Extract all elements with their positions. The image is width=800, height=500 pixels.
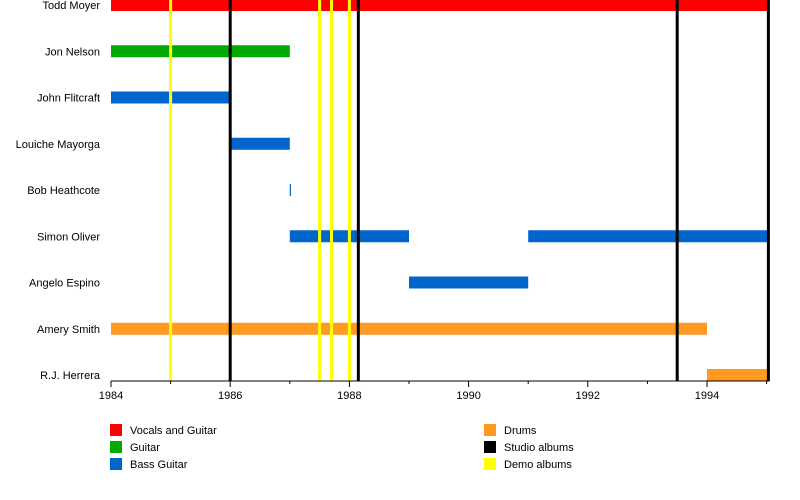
studio-album-line [766, 0, 770, 381]
demo-album-line [347, 0, 351, 381]
demo-album-line [318, 0, 322, 381]
studio-album-line [675, 0, 679, 381]
demo-album-line [330, 0, 334, 381]
member-bar [111, 322, 707, 335]
legend-swatch-studio [484, 441, 496, 453]
studio-album-line [356, 0, 360, 381]
legend-label-guitar: Guitar [130, 442, 160, 454]
member-label: Bob Heathcote [27, 185, 100, 197]
member-label: Jon Nelson [45, 46, 100, 58]
member-label: Louiche Mayorga [16, 139, 101, 151]
member-bar [528, 230, 770, 243]
x-tick-label: 1984 [99, 390, 123, 402]
demo-album-line [169, 0, 173, 381]
member-bar [289, 184, 291, 196]
legend-swatch-bass [110, 458, 122, 470]
legend-label-bass: Bass Guitar [130, 459, 188, 471]
x-tick-label: 1992 [576, 390, 600, 402]
legend-swatch-vocals_guitar [110, 424, 122, 436]
member-label: Angelo Espino [29, 278, 100, 290]
member-bar [111, 45, 290, 58]
member-bar [111, 0, 770, 11]
legend-label-drums: Drums [504, 425, 537, 437]
legend-label-demo: Demo albums [504, 459, 572, 471]
legend-label-studio: Studio albums [504, 442, 574, 454]
member-label: John Flitcraft [37, 93, 100, 105]
legend-swatch-demo [484, 458, 496, 470]
x-tick-label: 1994 [695, 390, 719, 402]
member-bar [707, 369, 770, 381]
legend-label-vocals_guitar: Vocals and Guitar [130, 425, 217, 437]
member-bar [409, 276, 529, 289]
legend-swatch-guitar [110, 441, 122, 453]
x-tick-label: 1990 [456, 390, 480, 402]
member-label: Todd Moyer [43, 0, 101, 12]
legend-swatch-drums [484, 424, 496, 436]
member-label: Simon Oliver [37, 231, 100, 243]
member-label: R.J. Herrera [40, 370, 101, 382]
studio-album-line [228, 0, 232, 381]
member-label: Amery Smith [37, 324, 100, 336]
x-tick-label: 1988 [337, 390, 361, 402]
member-bar [230, 137, 290, 150]
x-tick-label: 1986 [218, 390, 242, 402]
